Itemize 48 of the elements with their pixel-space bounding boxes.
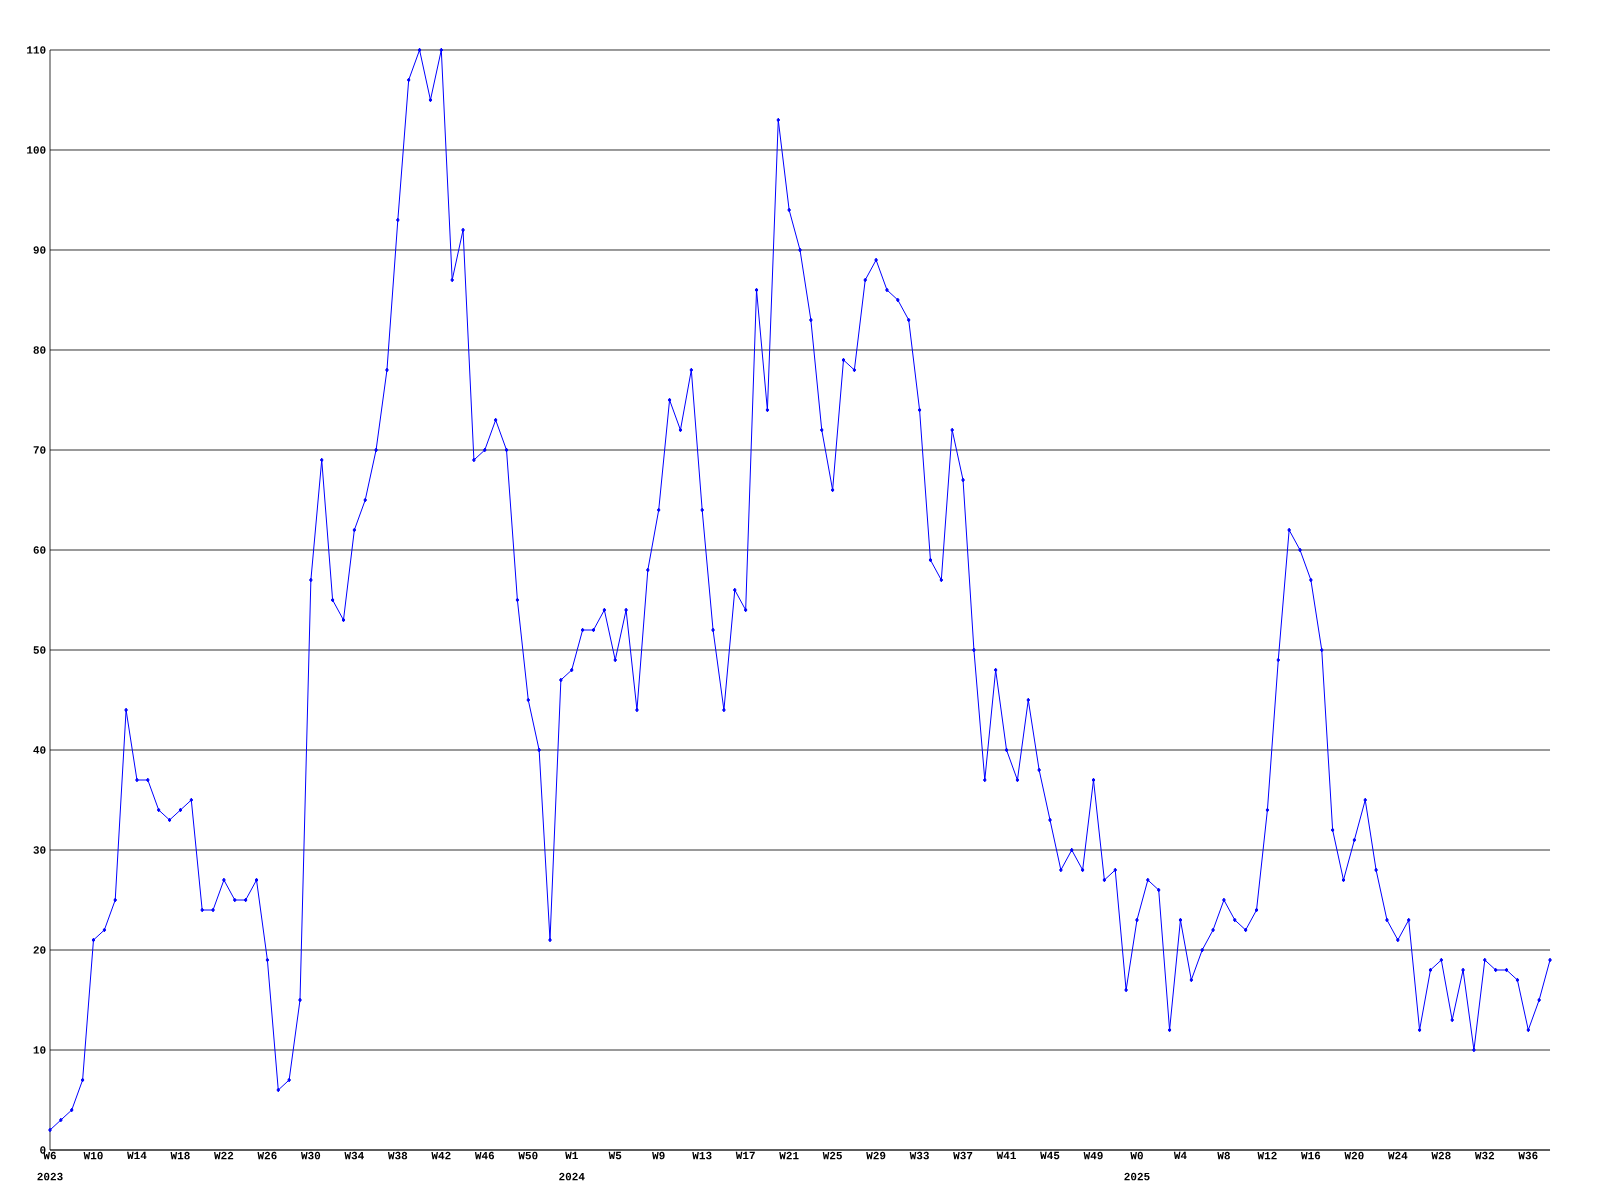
y-tick-label: 100	[27, 146, 46, 154]
text: 2025	[1124, 1172, 1150, 1181]
x-tick-label: W32	[1474, 1151, 1495, 1160]
y-tick-label: 70	[33, 446, 46, 454]
x-tick-label: W25	[822, 1151, 842, 1160]
y-tick-label: 50	[33, 646, 46, 654]
y-tick-label: 40	[33, 746, 46, 754]
x-tick-label: W16	[1300, 1151, 1321, 1160]
x-tick-label: W12	[1257, 1151, 1277, 1160]
y-tick-label: 60	[33, 546, 46, 554]
x-tick-label: W0	[1130, 1151, 1143, 1160]
x-tick-label: W9	[652, 1151, 665, 1160]
x-tick-label: W8	[1217, 1151, 1230, 1160]
x-tick-label: W5	[608, 1151, 622, 1160]
x-tick-label: W30	[300, 1151, 321, 1160]
x-tick-label: W29	[866, 1151, 886, 1160]
y-tick-label: 90	[33, 246, 46, 254]
y-tick-label: 110	[27, 46, 46, 54]
x-tick-label: W41	[996, 1151, 1016, 1160]
x-tick-label: W20	[1344, 1151, 1364, 1160]
x-tick-label: W42	[431, 1151, 451, 1160]
x-tick-label: W28	[1431, 1151, 1451, 1160]
x-tick-label: W49	[1083, 1151, 1103, 1160]
x-tick-label: W18	[170, 1151, 190, 1160]
x-tick-label: W14	[127, 1151, 147, 1160]
x-tick-label: W45	[1040, 1151, 1060, 1160]
y-tick-label: 10	[33, 1046, 46, 1054]
y-tick-label: 20	[33, 946, 46, 954]
x-tick-label: W46	[474, 1151, 495, 1160]
x-tick-label: W33	[909, 1151, 929, 1160]
x-tick-label: W22	[214, 1151, 234, 1160]
x-tick-label: W10	[83, 1151, 103, 1160]
y-tick-label: 30	[33, 846, 46, 854]
x-tick-label: W36	[1518, 1151, 1538, 1160]
x-tick-label: W4	[1173, 1151, 1187, 1160]
x-tick-label: W13	[692, 1151, 712, 1160]
text: 2023	[37, 1172, 63, 1181]
x-tick-label: W34	[344, 1151, 364, 1160]
y-tick-label: 80	[33, 346, 46, 354]
x-tick-label: W21	[779, 1151, 799, 1160]
x-tick-label: W26	[257, 1151, 277, 1160]
x-tick-label: W37	[953, 1151, 973, 1160]
x-tick-label: W38	[387, 1151, 408, 1160]
x-tick-label: W1	[565, 1151, 578, 1160]
text: 2024	[559, 1172, 585, 1181]
x-tick-label: W17	[735, 1151, 755, 1160]
x-tick-label: W50	[518, 1151, 538, 1160]
x-tick-label: W24	[1387, 1151, 1408, 1160]
